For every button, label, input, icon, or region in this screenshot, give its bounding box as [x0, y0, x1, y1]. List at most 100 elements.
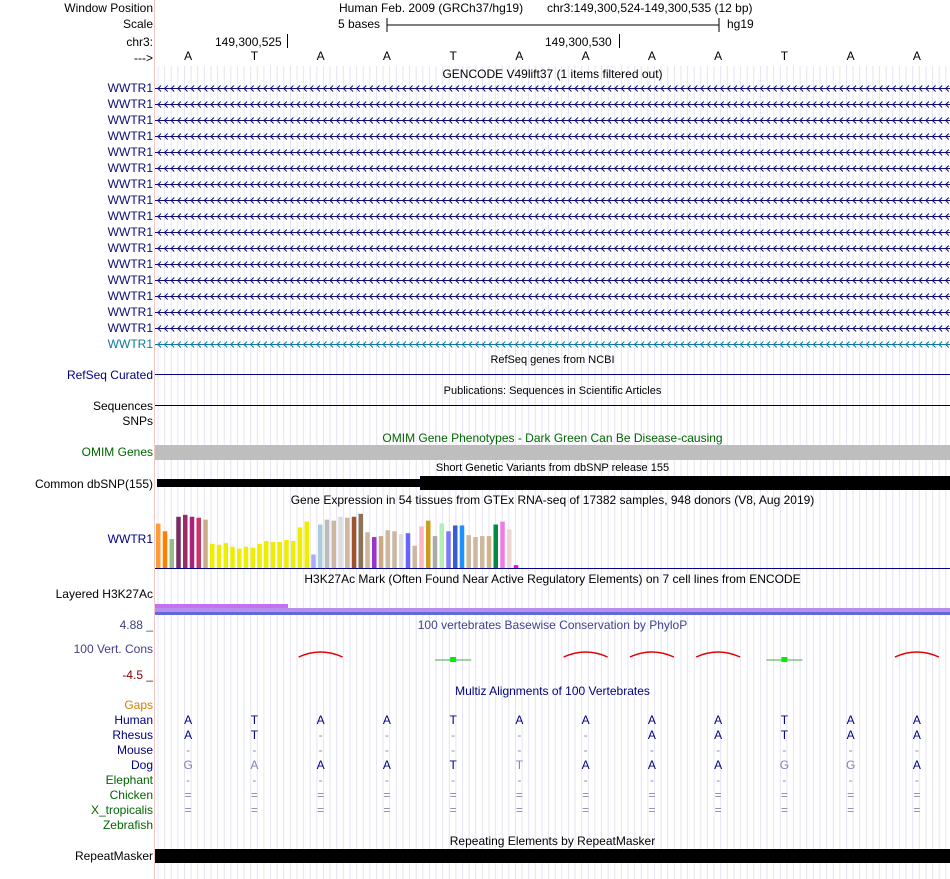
gencode-transcript[interactable] [155, 275, 950, 286]
gtex-bar[interactable] [176, 516, 181, 568]
omim-bar[interactable] [155, 445, 950, 460]
gtex-bar[interactable] [183, 514, 188, 568]
multiz-title[interactable]: Multiz Alignments of 100 Vertebrates [455, 684, 650, 698]
gtex-bar[interactable] [203, 519, 208, 568]
omim-title[interactable]: OMIM Gene Phenotypes - Dark Green Can Be… [382, 431, 723, 445]
gtex-bar[interactable] [162, 531, 168, 568]
gtex-bar[interactable] [473, 537, 478, 568]
gencode-transcript[interactable] [155, 307, 950, 318]
gtex-bar[interactable] [189, 516, 195, 568]
gencode-label[interactable]: WWTR1 [107, 337, 153, 351]
gencode-transcript[interactable] [155, 339, 950, 350]
gtex-bar[interactable] [412, 545, 418, 568]
gencode-transcript[interactable] [155, 99, 950, 110]
gtex-bar[interactable] [446, 531, 451, 568]
multiz-species-label[interactable]: X_tropicalis [90, 803, 153, 817]
h3k27ac-title[interactable]: H3K27Ac Mark (Often Found Near Active Re… [304, 572, 801, 586]
h3k27ac-signal-base[interactable] [155, 612, 950, 615]
gtex-bar[interactable] [196, 517, 202, 568]
gtex-bar[interactable] [399, 534, 404, 568]
gencode-transcript[interactable] [155, 179, 950, 190]
gtex-bar[interactable] [223, 542, 229, 568]
phylop-conserved-mark[interactable] [695, 651, 741, 658]
gtex-bar[interactable] [426, 520, 431, 568]
gtex-title[interactable]: Gene Expression in 54 tissues from GTEx … [290, 493, 815, 507]
multiz-species-label[interactable]: Dog [130, 758, 153, 772]
gencode-label[interactable]: WWTR1 [107, 113, 153, 127]
gencode-transcript[interactable] [155, 163, 950, 174]
position-text[interactable]: chr3:149,300,524-149,300,535 (12 bp) [547, 1, 753, 15]
gtex-bar[interactable] [270, 541, 276, 568]
gencode-label[interactable]: WWTR1 [107, 321, 153, 335]
gtex-label[interactable]: WWTR1 [107, 532, 153, 546]
gtex-bar[interactable] [297, 527, 303, 568]
gencode-title[interactable]: GENCODE V49lift37 (1 items filtered out) [442, 67, 663, 81]
gencode-transcript[interactable] [155, 243, 950, 254]
gencode-label[interactable]: WWTR1 [107, 81, 153, 95]
gencode-label[interactable]: WWTR1 [107, 241, 153, 255]
gtex-bar[interactable] [453, 525, 458, 568]
gencode-transcript[interactable] [155, 83, 950, 94]
gencode-label[interactable]: WWTR1 [107, 129, 153, 143]
gencode-label[interactable]: WWTR1 [107, 145, 153, 159]
gencode-transcript[interactable] [155, 211, 950, 222]
dbsnp-title[interactable]: Short Genetic Variants from dbSNP releas… [435, 462, 670, 474]
gtex-bar[interactable] [507, 529, 512, 568]
dbsnp-bar-right[interactable] [420, 476, 950, 490]
gtex-chart[interactable] [155, 508, 950, 569]
gencode-label[interactable]: WWTR1 [107, 209, 153, 223]
gencode-label[interactable]: WWTR1 [107, 289, 153, 303]
gencode-transcript[interactable] [155, 131, 950, 142]
gtex-bar[interactable] [216, 544, 222, 568]
gencode-transcript[interactable] [155, 195, 950, 206]
gtex-bar[interactable] [466, 535, 472, 568]
gtex-bar[interactable] [432, 536, 438, 568]
gencode-label[interactable]: WWTR1 [107, 193, 153, 207]
phylop-conserved-mark[interactable] [894, 651, 940, 658]
publications-title[interactable]: Publications: Sequences in Scientific Ar… [443, 385, 662, 397]
gaps-label[interactable]: Gaps [124, 698, 153, 712]
gtex-bar[interactable] [304, 521, 310, 568]
phylop-conserved-mark[interactable] [563, 651, 608, 658]
gtex-bar[interactable] [331, 520, 337, 568]
repeatmasker-bar[interactable] [155, 849, 950, 863]
multiz-species-label[interactable]: Rhesus [112, 728, 153, 742]
gencode-transcript[interactable] [155, 291, 950, 302]
gtex-bar[interactable] [237, 548, 242, 568]
gtex-bar[interactable] [318, 524, 323, 569]
phylop-nonconserved-mark[interactable] [781, 657, 788, 662]
gencode-label[interactable]: WWTR1 [107, 273, 153, 287]
refseq-line[interactable] [155, 374, 950, 375]
multiz-species-label[interactable]: Mouse [116, 743, 153, 757]
gtex-bar[interactable] [230, 546, 235, 568]
gtex-bar[interactable] [277, 541, 283, 568]
gtex-bar[interactable] [324, 519, 330, 568]
multiz-species-label[interactable]: Human [114, 713, 153, 727]
gencode-label[interactable]: WWTR1 [107, 305, 153, 319]
refseq-label[interactable]: RefSeq Curated [66, 368, 153, 382]
gencode-transcript[interactable] [155, 323, 950, 334]
gtex-bar[interactable] [210, 543, 215, 568]
h3k27ac-signal-top[interactable] [155, 604, 288, 609]
gtex-bar[interactable] [500, 521, 505, 568]
omim-label[interactable]: OMIM Genes [81, 445, 153, 459]
refseq-title[interactable]: RefSeq genes from NCBI [490, 354, 615, 366]
gencode-transcript[interactable] [155, 227, 950, 238]
multiz-species-label[interactable]: Elephant [105, 773, 153, 787]
gtex-bar[interactable] [372, 537, 377, 568]
gtex-bar[interactable] [250, 547, 256, 568]
phylop-chart[interactable] [155, 625, 950, 680]
gtex-bar[interactable] [486, 536, 492, 568]
gtex-bar[interactable] [513, 565, 519, 568]
multiz-species-label[interactable]: Zebrafish [102, 818, 153, 832]
gtex-bar[interactable] [385, 530, 391, 568]
phylop-nonconserved-mark[interactable] [450, 657, 457, 662]
phylop-title[interactable]: 100 vertebrates Basewise Conservation by… [417, 618, 688, 632]
gencode-label[interactable]: WWTR1 [107, 97, 153, 111]
gencode-label[interactable]: WWTR1 [107, 161, 153, 175]
phylop-conserved-mark[interactable] [298, 651, 343, 658]
gtex-bar[interactable] [392, 531, 397, 568]
dbsnp-bar-left[interactable] [157, 479, 420, 487]
gtex-bar[interactable] [156, 523, 161, 568]
phylop-label[interactable]: 100 Vert. Cons [73, 642, 153, 656]
